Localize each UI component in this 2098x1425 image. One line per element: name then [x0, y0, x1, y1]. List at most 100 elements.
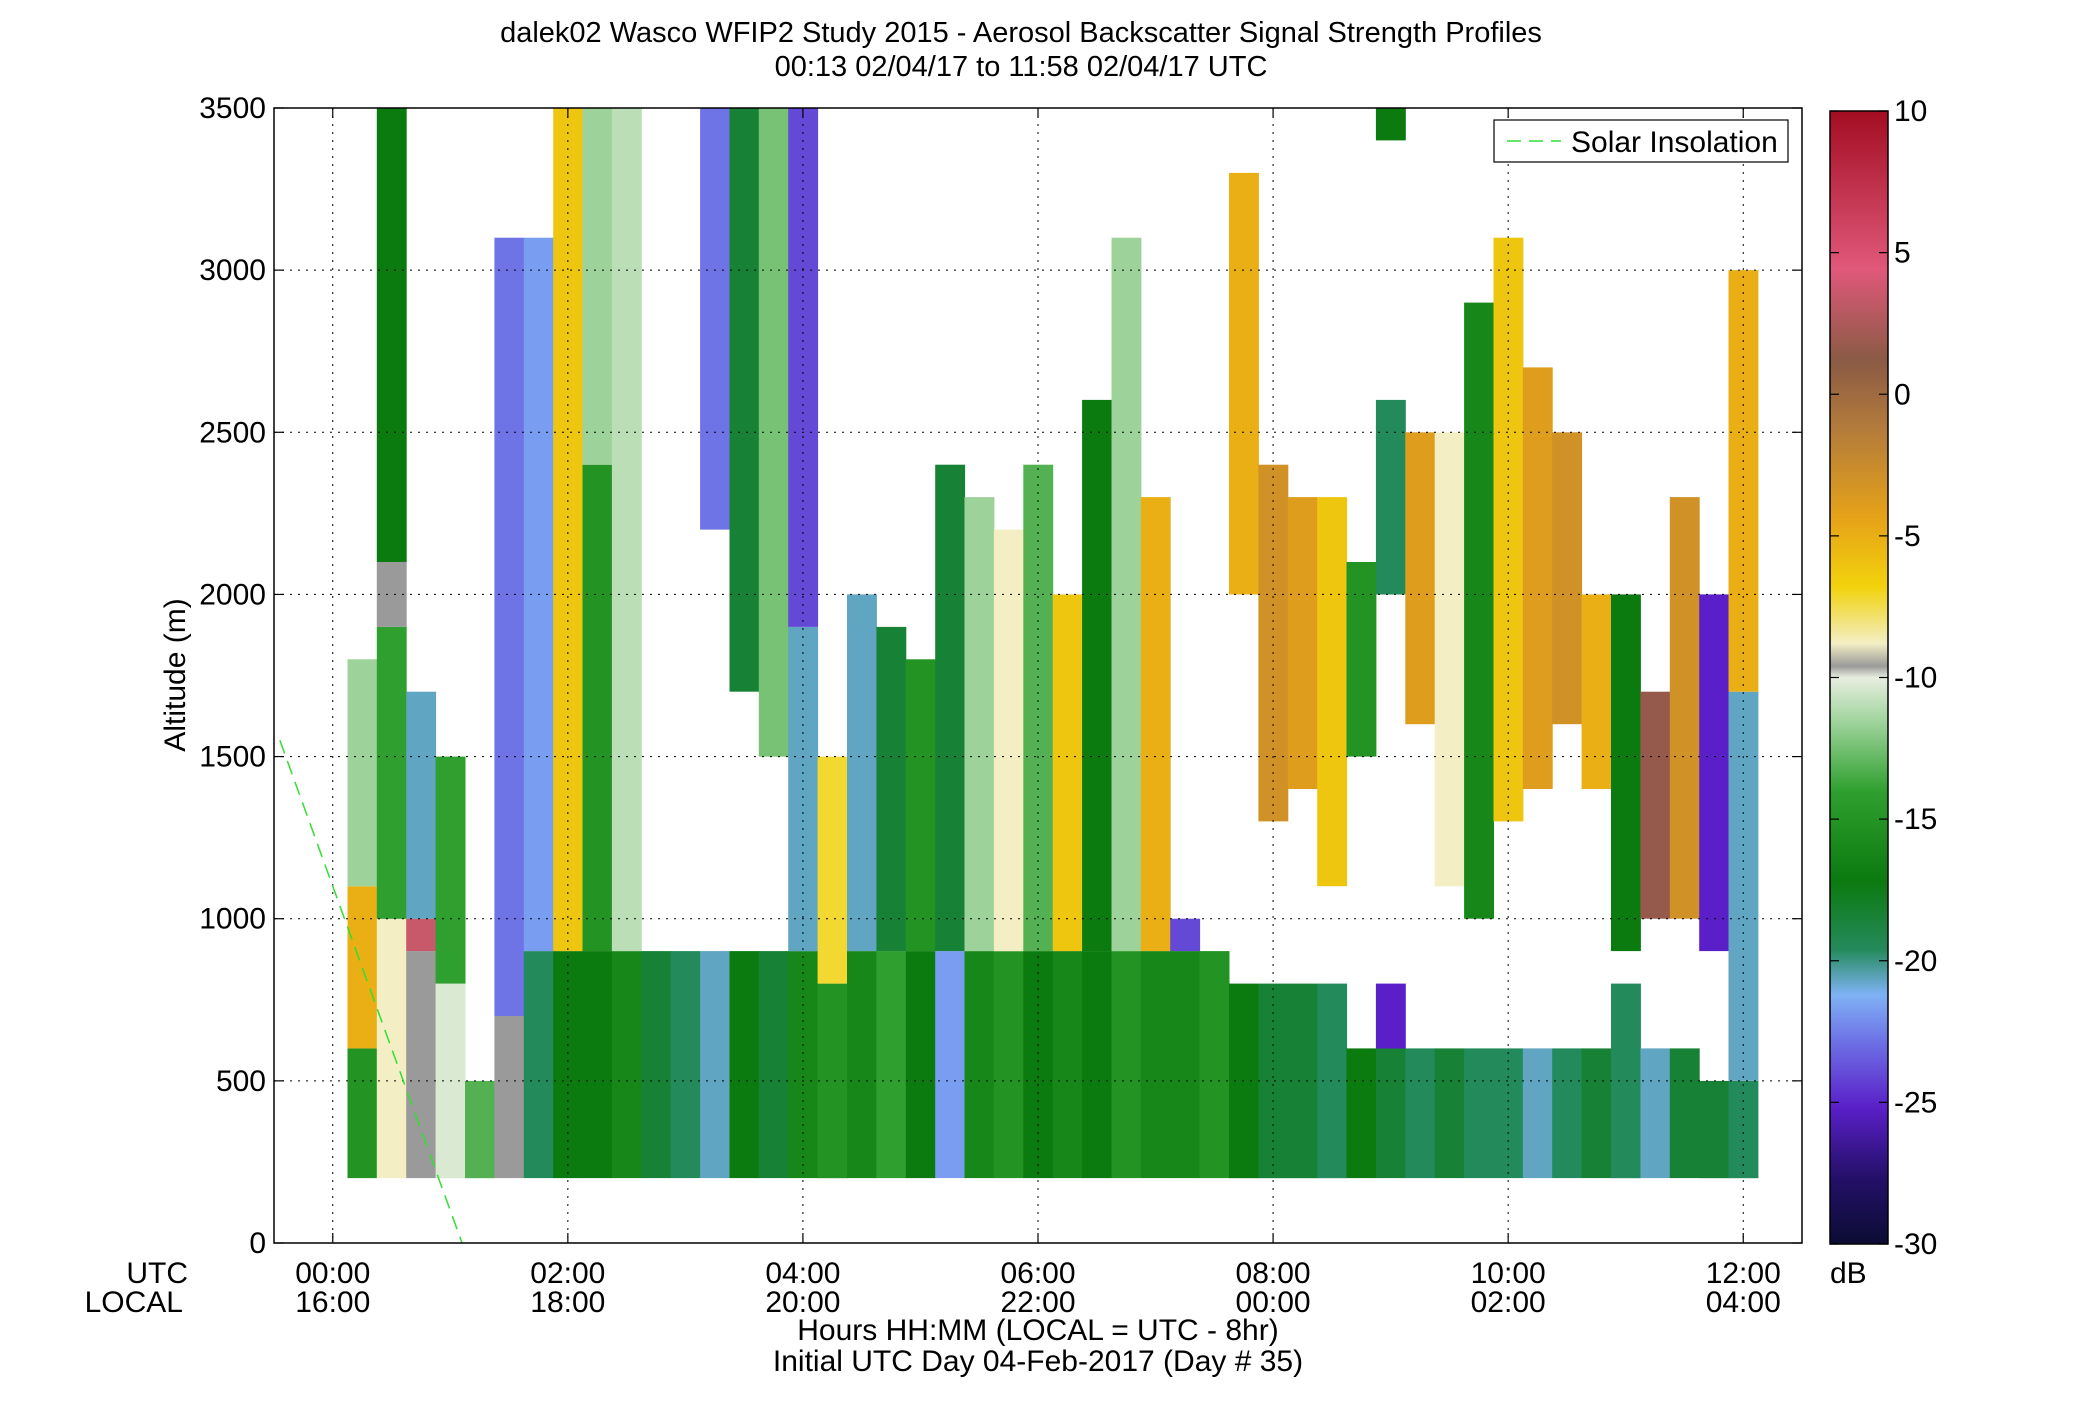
y-tick-label: 0: [249, 1227, 266, 1260]
backscatter-cell: [641, 951, 672, 1179]
colorbar-tick-label: 5: [1894, 237, 1911, 270]
x-tick-label-local: 02:00: [1471, 1286, 1546, 1319]
x-tick-label-local: 16:00: [295, 1286, 370, 1319]
backscatter-cell: [1140, 951, 1171, 1179]
backscatter-cell: [582, 108, 613, 465]
backscatter-cell: [1170, 918, 1201, 952]
backscatter-cell: [847, 951, 877, 1179]
backscatter-cell: [1229, 172, 1259, 595]
backscatter-cell: [935, 464, 966, 952]
backscatter-cell: [1317, 497, 1348, 887]
x-tick-label-local: 04:00: [1706, 1286, 1781, 1319]
backscatter-cell: [964, 497, 995, 952]
backscatter-cell: [376, 918, 407, 1179]
backscatter-cell: [905, 951, 936, 1179]
backscatter-cell: [758, 951, 789, 1179]
x-axis-label: Hours HH:MM (LOCAL = UTC - 8hr): [797, 1314, 1278, 1347]
x-tick-label-local: 22:00: [1000, 1286, 1075, 1319]
x-tick-label-utc: 12:00: [1706, 1257, 1781, 1290]
backscatter-cell: [1464, 1048, 1494, 1179]
colorbar-tick-label: -25: [1894, 1086, 1937, 1119]
backscatter-cell: [788, 951, 819, 1179]
colorbar-tick-label: -30: [1894, 1228, 1937, 1261]
x-tick-label-utc: 02:00: [530, 1257, 605, 1290]
backscatter-cell: [1375, 983, 1406, 1049]
backscatter-cell: [1522, 1048, 1553, 1179]
x-axis-label-2: Initial UTC Day 04-Feb-2017 (Day # 35): [773, 1345, 1303, 1378]
backscatter-cell: [1082, 399, 1112, 952]
backscatter-cell: [1611, 983, 1641, 1179]
backscatter-cell: [1287, 983, 1318, 1179]
y-axis-label: Altitude (m): [159, 598, 192, 751]
legend-label: Solar Insolation: [1571, 126, 1778, 159]
backscatter-cell: [847, 594, 877, 952]
x-tick-label-local: 18:00: [530, 1286, 605, 1319]
backscatter-cell: [1522, 367, 1553, 789]
x-axis-ticks: 00:0016:0002:0018:0004:0020:0006:0022:00…: [295, 108, 1781, 1319]
colorbar-tick-label: -5: [1894, 520, 1921, 553]
backscatter-cell: [1170, 951, 1201, 1179]
backscatter-cell: [935, 951, 966, 1179]
y-tick-label: 3000: [199, 254, 266, 287]
backscatter-cell: [1346, 1048, 1377, 1179]
x-row-label-utc: UTC: [126, 1257, 188, 1290]
backscatter-cell: [1052, 951, 1083, 1179]
x-tick-label-utc: 04:00: [765, 1257, 840, 1290]
backscatter-cell: [1699, 594, 1730, 952]
backscatter-cell: [376, 108, 407, 562]
y-tick-label: 500: [216, 1065, 266, 1098]
backscatter-cell: [1052, 594, 1083, 952]
backscatter-cell: [582, 464, 613, 952]
backscatter-cell: [817, 756, 848, 984]
backscatter-cell: [435, 756, 466, 984]
backscatter-cell: [406, 951, 437, 1179]
backscatter-cell: [729, 951, 760, 1179]
backscatter-cell: [347, 659, 378, 887]
backscatter-cell: [1111, 951, 1142, 1179]
backscatter-cell: [993, 529, 1024, 952]
legend: Solar Insolation: [1493, 119, 1789, 163]
colorbar-tick-label: -10: [1894, 662, 1937, 695]
backscatter-cell: [876, 951, 907, 1179]
backscatter-cell: [376, 626, 407, 919]
heatmap-cells: [347, 108, 1759, 1179]
backscatter-cell: [1669, 1048, 1700, 1179]
backscatter-cell: [1640, 691, 1671, 919]
backscatter-cell: [1552, 1048, 1583, 1179]
backscatter-cell: [1375, 399, 1406, 595]
backscatter-cell: [347, 1048, 378, 1179]
backscatter-cell: [670, 951, 701, 1179]
backscatter-cell: [700, 108, 730, 530]
backscatter-cell: [494, 1016, 525, 1179]
backscatter-cell: [347, 886, 378, 1049]
backscatter-cell: [1405, 1048, 1436, 1179]
backscatter-cell: [1082, 951, 1112, 1179]
backscatter-cell: [553, 951, 584, 1179]
backscatter-cell: [729, 108, 760, 692]
backscatter-cell: [1581, 1048, 1612, 1179]
backscatter-cell: [1640, 1048, 1671, 1179]
backscatter-cell: [553, 108, 584, 952]
solar-insolation-line: [279, 740, 463, 1244]
backscatter-cell: [1317, 983, 1348, 1179]
backscatter-cell: [1111, 237, 1142, 952]
grid-lines: [274, 108, 1802, 1243]
colorbar-tick-label: 10: [1894, 95, 1927, 128]
backscatter-cell: [993, 951, 1024, 1179]
backscatter-cell: [1140, 497, 1171, 952]
y-axis-ticks: 0 500 1000 1500 2000 2500 3000 3500: [199, 92, 1802, 1260]
colorbar: [1829, 110, 1889, 1245]
backscatter-cell: [1464, 302, 1494, 919]
x-tick-label-utc: 00:00: [295, 1257, 370, 1290]
x-tick-label-utc: 10:00: [1471, 1257, 1546, 1290]
y-tick-label: 2000: [199, 578, 266, 611]
backscatter-cell: [1611, 594, 1641, 952]
backscatter-cell: [876, 626, 907, 952]
backscatter-cell: [700, 951, 730, 1179]
x-row-label-local: LOCAL: [85, 1286, 183, 1319]
backscatter-cell: [1023, 951, 1054, 1179]
backscatter-cell: [1581, 594, 1612, 789]
backscatter-cell: [406, 918, 437, 952]
backscatter-cell: [376, 562, 407, 627]
